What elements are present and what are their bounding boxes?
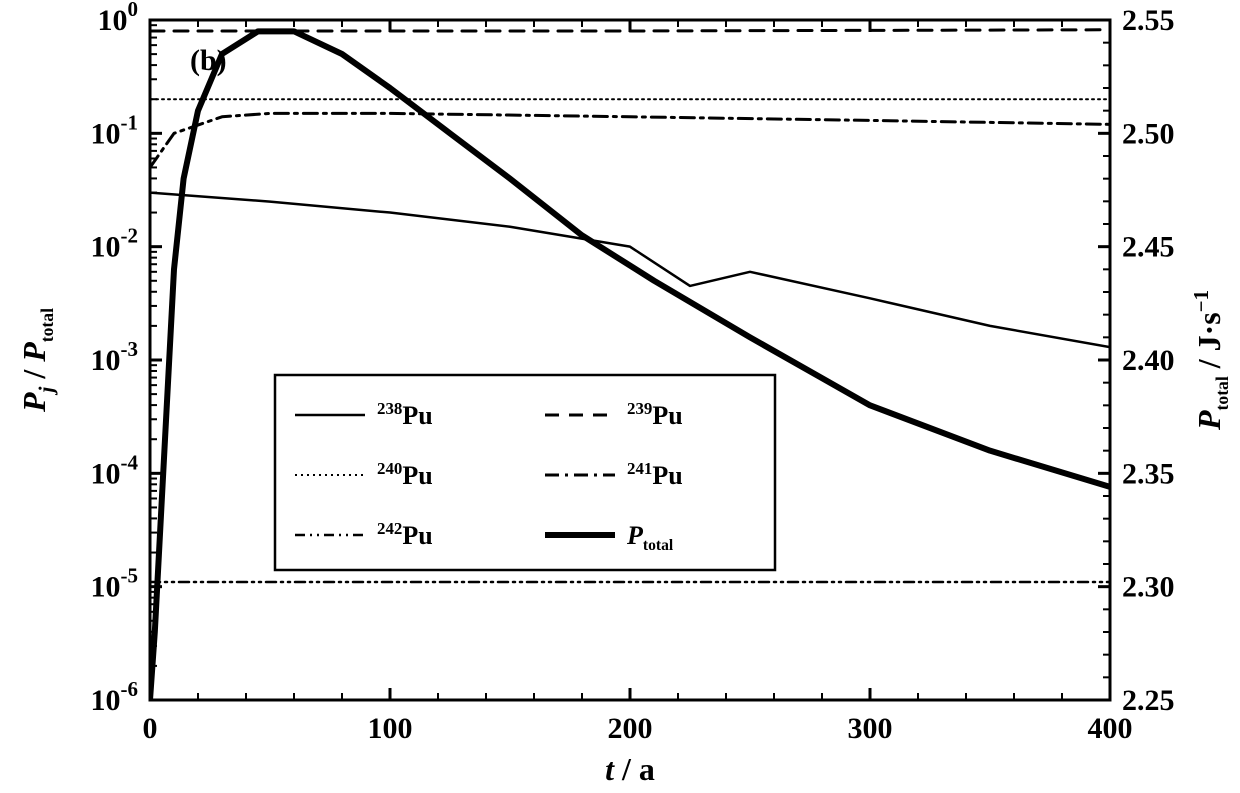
- x-tick-label: 100: [368, 712, 413, 745]
- x-tick-label: 0: [143, 712, 158, 745]
- legend: 238Pu239Pu240Pu241Pu242PuPtotal: [275, 375, 775, 570]
- x-axis-label: t / a: [605, 751, 655, 787]
- x-tick-label: 200: [608, 712, 653, 745]
- y-right-tick-label: 2.50: [1122, 117, 1175, 150]
- y-right-tick-label: 2.35: [1122, 457, 1175, 490]
- dual-axis-line-chart: 010020030040010-610-510-410-310-210-1100…: [0, 0, 1240, 793]
- chart-container: 010020030040010-610-510-410-310-210-1100…: [0, 0, 1240, 793]
- y-right-tick-label: 2.30: [1122, 571, 1175, 604]
- y-right-tick-label: 2.55: [1122, 4, 1175, 37]
- y-right-tick-label: 2.45: [1122, 231, 1175, 264]
- x-tick-label: 300: [848, 712, 893, 745]
- y-right-tick-label: 2.25: [1122, 684, 1175, 717]
- y-right-tick-label: 2.40: [1122, 344, 1175, 377]
